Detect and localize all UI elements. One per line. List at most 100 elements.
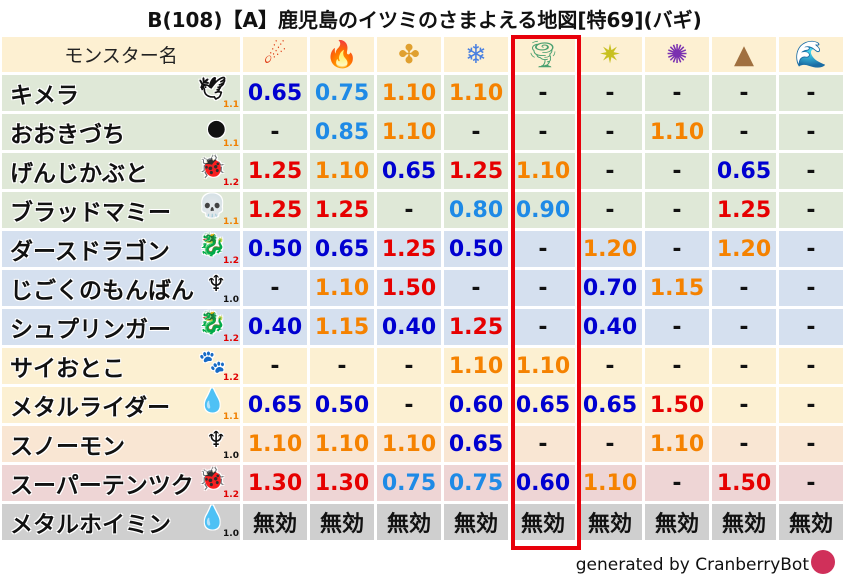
value-cell: - [779, 270, 843, 306]
monster-name-cell: シュプリンガー 🐉 1.2 [2, 309, 240, 345]
value-cell: - [645, 153, 709, 189]
value-cell: - [310, 348, 374, 384]
value-cell: 1.30 [310, 465, 374, 501]
value-cell: 0.65 [243, 387, 307, 423]
header-element-5: ✷ [578, 37, 642, 72]
value-cell: - [712, 348, 776, 384]
monster-name: じごくのもんばん [10, 278, 194, 304]
value-cell: - [377, 348, 441, 384]
value-cell: - [645, 75, 709, 111]
value-cell: - [779, 348, 843, 384]
value-cell: - [578, 426, 642, 462]
value-cell: 0.65 [511, 387, 575, 423]
value-cell: 0.60 [511, 465, 575, 501]
value-cell: - [779, 387, 843, 423]
dragon-icon: 🐉 [198, 233, 226, 258]
monster-name-cell: ブラッドマミー 💀 1.1 [2, 192, 240, 228]
version-label: 1.0 [223, 295, 239, 305]
value-cell: 1.25 [310, 192, 374, 228]
monster-name-cell: スノーモン ♆ 1.0 [2, 426, 240, 462]
value-cell: - [712, 75, 776, 111]
version-label: 1.2 [223, 256, 239, 266]
value-cell: 無効 [511, 504, 575, 540]
value-cell: 0.75 [444, 465, 508, 501]
value-cell: 無効 [444, 504, 508, 540]
value-cell: 1.10 [645, 114, 709, 150]
value-cell: - [779, 153, 843, 189]
dragon-icon: 🐉 [198, 311, 226, 336]
value-cell: - [377, 192, 441, 228]
value-cell: - [511, 231, 575, 267]
monster-name-cell: げんじかぶと 🐞 1.2 [2, 153, 240, 189]
version-label: 1.2 [223, 373, 239, 383]
value-cell: 無効 [243, 504, 307, 540]
wind-icon: 🌪 [526, 39, 560, 70]
value-cell: 1.10 [243, 426, 307, 462]
value-cell: - [243, 114, 307, 150]
monster-name-cell: キメラ 🕊 1.1 [2, 75, 240, 111]
value-cell: 1.25 [377, 231, 441, 267]
value-cell: - [511, 309, 575, 345]
header-element-2: ✤ [377, 37, 441, 72]
value-cell: - [712, 426, 776, 462]
monster-name-cell: メタルライダー 💧 1.1 [2, 387, 240, 423]
value-cell: 0.65 [712, 153, 776, 189]
value-cell: 0.60 [444, 387, 508, 423]
version-label: 1.1 [223, 217, 239, 227]
value-cell: - [712, 387, 776, 423]
value-cell: - [578, 192, 642, 228]
value-cell: - [645, 309, 709, 345]
value-cell: - [779, 426, 843, 462]
earth-icon: ▲ [734, 39, 754, 70]
header-element-7: ▲ [712, 37, 776, 72]
value-cell: - [444, 270, 508, 306]
value-cell: 1.10 [377, 426, 441, 462]
value-cell: 1.25 [444, 309, 508, 345]
flame-icon: 🔥 [325, 39, 359, 70]
value-cell: 無効 [712, 504, 776, 540]
value-cell: 0.70 [578, 270, 642, 306]
value-cell: 無効 [645, 504, 709, 540]
monster-name: スーパーテンツク [10, 473, 194, 499]
value-cell: - [444, 114, 508, 150]
value-cell: 1.10 [310, 426, 374, 462]
darkness-icon: ✺ [666, 39, 688, 70]
monster-name-cell: メタルホイミン 💧 1.0 [2, 504, 240, 540]
value-cell: 1.10 [377, 114, 441, 150]
version-label: 1.2 [223, 490, 239, 500]
value-cell: - [645, 348, 709, 384]
value-cell: 0.65 [578, 387, 642, 423]
value-cell: - [578, 153, 642, 189]
resistance-table: モンスター名 ☄ 🔥 ✤ ❄ 🌪 ✷ ✺ ▲ 🌊 キメラ 🕊 1.1 0.65 0.75 1.10 1.10- -… [2, 37, 843, 540]
value-cell: - [511, 114, 575, 150]
value-cell: 0.65 [377, 153, 441, 189]
value-cell: - [779, 192, 843, 228]
value-cell: - [712, 270, 776, 306]
value-cell: 1.15 [645, 270, 709, 306]
value-cell: - [578, 348, 642, 384]
value-cell: - [712, 309, 776, 345]
value-cell: - [645, 231, 709, 267]
monster-name: ブラッドマミー [10, 200, 171, 226]
demon-icon: ♆ [206, 272, 226, 297]
value-cell: 1.10 [444, 348, 508, 384]
lightning-icon: ✷ [599, 39, 621, 70]
page-title: B(108)【A】鹿児島のイツミのさまよえる地図[特69](バギ) [147, 8, 702, 32]
bug-icon: 🐞 [198, 155, 226, 180]
cranberry-bot-icon [811, 550, 835, 574]
wing-icon: 🕊 [198, 77, 226, 102]
value-cell: 0.90 [511, 192, 575, 228]
version-label: 1.0 [223, 529, 239, 539]
demon-icon: ♆ [206, 428, 226, 453]
value-cell: - [779, 114, 843, 150]
value-cell: 1.10 [645, 426, 709, 462]
value-cell: 0.40 [377, 309, 441, 345]
value-cell: - [645, 192, 709, 228]
value-cell: 1.20 [712, 231, 776, 267]
version-label: 1.1 [223, 139, 239, 149]
value-cell: 0.65 [310, 231, 374, 267]
version-label: 1.1 [223, 412, 239, 422]
value-cell: 1.50 [645, 387, 709, 423]
monster-name: シュプリンガー [10, 317, 171, 343]
value-cell: - [779, 75, 843, 111]
